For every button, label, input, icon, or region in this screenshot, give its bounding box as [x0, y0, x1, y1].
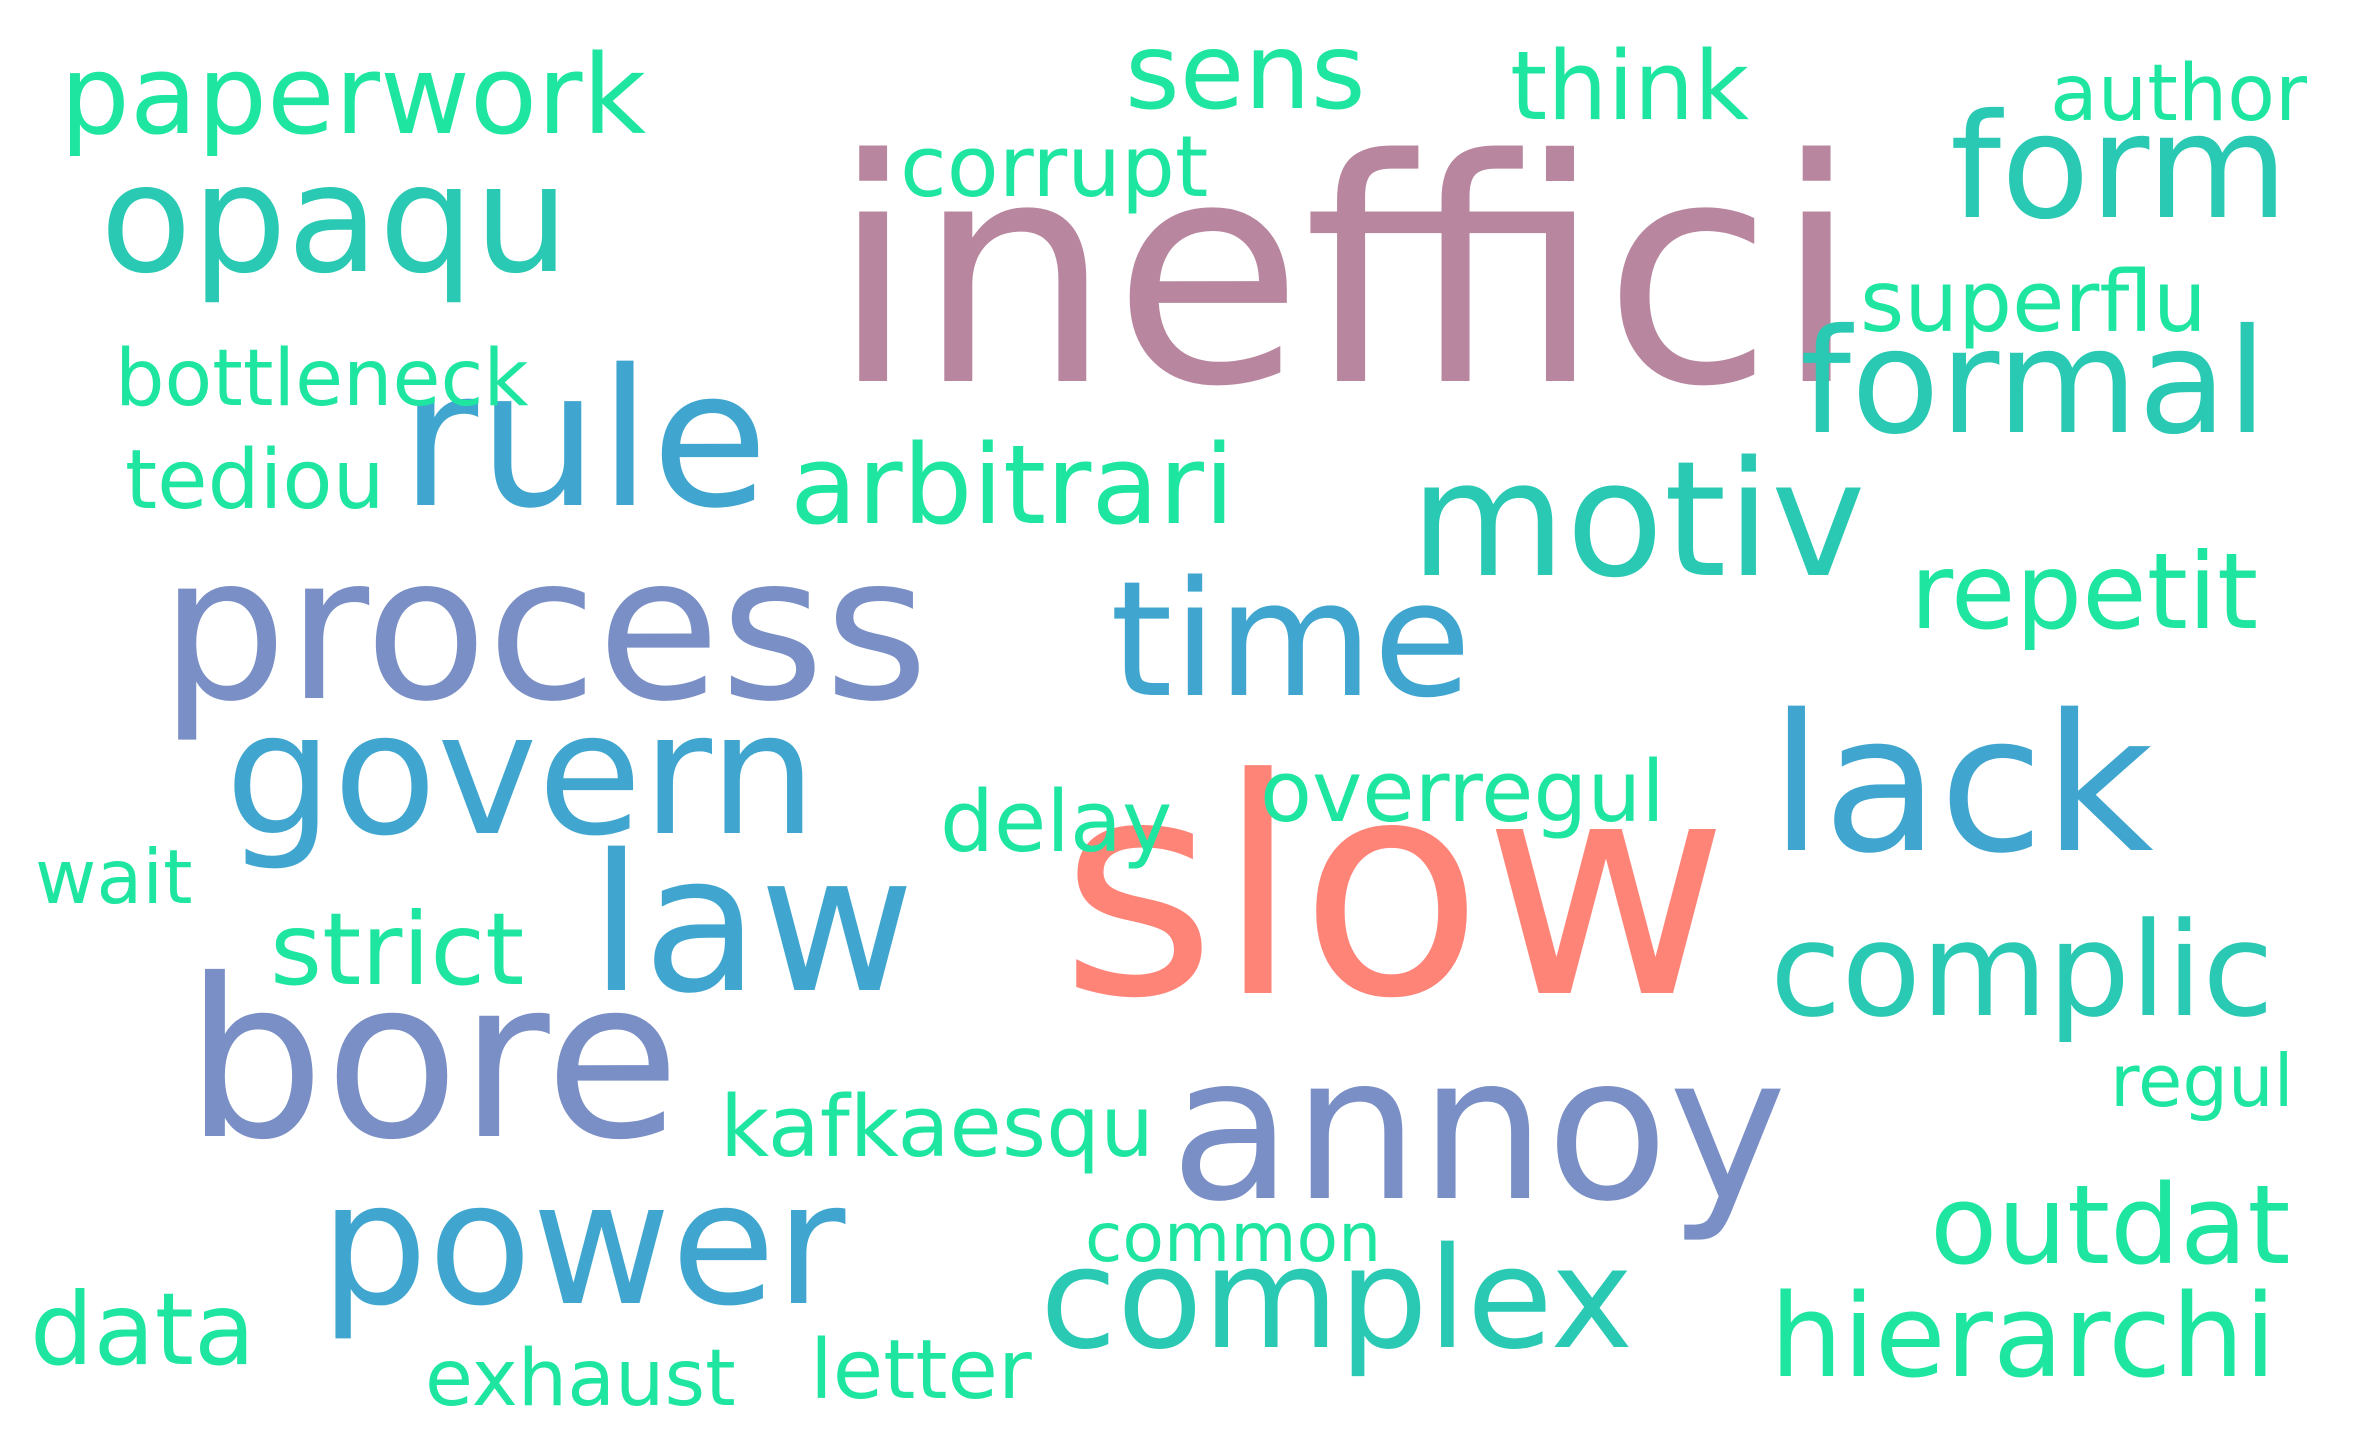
word-tediou: tediou: [125, 433, 385, 528]
word-kafkaesqu: kafkaesqu: [720, 1078, 1154, 1177]
word-corrupt: corrupt: [900, 118, 1209, 217]
word-superflu: superflu: [1860, 253, 2207, 352]
word-rule: rule: [400, 329, 769, 550]
word-author: author: [2050, 49, 2308, 139]
word-letter: letter: [810, 1323, 1032, 1418]
word-time: time: [1110, 546, 1472, 733]
word-wait: wait: [35, 833, 193, 921]
word-exhaust: exhaust: [425, 1334, 736, 1424]
word-complex: complex: [1040, 1218, 1634, 1381]
word-delay: delay: [940, 773, 1173, 872]
word-annoy: annoy: [1170, 1013, 1787, 1246]
word-regul: regul: [2110, 1039, 2294, 1123]
word-motiv: motiv: [1410, 426, 1866, 613]
word-data: data: [30, 1271, 256, 1388]
word-inefficient: ineffici: [830, 94, 1860, 455]
word-law: law: [590, 814, 915, 1035]
word-common: common: [1085, 1199, 1382, 1278]
word-form: form: [1950, 83, 2289, 252]
word-hierarchi: hierarchi: [1770, 1270, 2277, 1404]
word-repetit: repetit: [1910, 531, 2259, 653]
word-bore: bore: [185, 932, 681, 1188]
word-arbitrari: arbitrari: [790, 421, 1235, 549]
word-outdat: outdat: [1930, 1161, 2291, 1289]
word-paperwork: paperwork: [60, 31, 647, 159]
word-slow: slow: [1060, 715, 1729, 1064]
word-process: process: [160, 513, 929, 746]
word-sens: sens: [1125, 11, 1366, 133]
word-opaque: opaqu: [100, 133, 570, 307]
word-think: think: [1510, 32, 1750, 142]
word-power: power: [320, 1146, 846, 1344]
word-lack: lack: [1770, 674, 2154, 895]
word-strict: strict: [270, 891, 525, 1008]
word-govern: govern: [225, 676, 817, 874]
word-overregul: overregul: [1260, 743, 1665, 842]
word-complic: complic: [1770, 894, 2274, 1046]
word-formal: formal: [1800, 298, 2268, 467]
word-bottleneck: bottleneck: [115, 334, 529, 424]
